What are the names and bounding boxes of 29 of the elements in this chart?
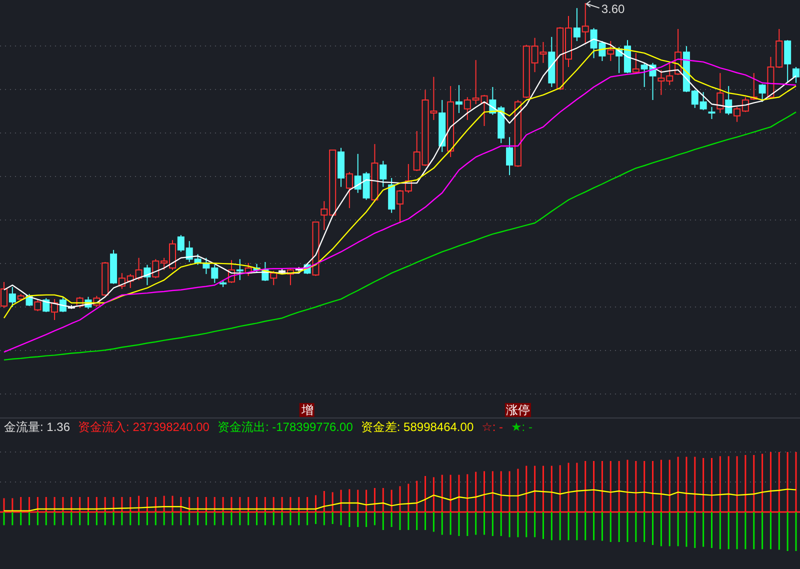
text: 资金流出: -178399776.00 — [217, 420, 354, 434]
candlestick — [607, 40, 614, 62]
candlestick — [758, 84, 766, 102]
candlestick — [236, 258, 244, 281]
text: 增 — [300, 403, 314, 417]
text: 金流量: 1.36 — [4, 420, 70, 434]
text: 资金流入: 237398240.00 — [78, 420, 210, 434]
text: 资金差: 58998464.00 — [360, 420, 474, 434]
candlestick — [792, 66, 800, 84]
candlestick — [582, 2, 589, 44]
text: ☆: - — [482, 420, 504, 434]
text: ★: - — [511, 420, 532, 434]
candlestick — [784, 40, 792, 82]
text: 涨停 — [506, 403, 530, 417]
candlestick — [380, 160, 387, 188]
candlestick — [346, 171, 353, 209]
candlestick — [455, 84, 462, 114]
candlestick — [573, 8, 580, 42]
candlestick — [708, 106, 716, 120]
candlestick — [725, 86, 732, 116]
candlestick — [8, 286, 16, 308]
candlestick — [42, 298, 50, 313]
annotation: 3.60 — [601, 2, 626, 16]
candlestick — [0, 281, 8, 308]
candlestick — [34, 300, 42, 312]
candlestick — [270, 270, 278, 286]
candlestick — [506, 136, 514, 176]
candlestick — [716, 72, 724, 114]
candlestick — [632, 52, 640, 75]
